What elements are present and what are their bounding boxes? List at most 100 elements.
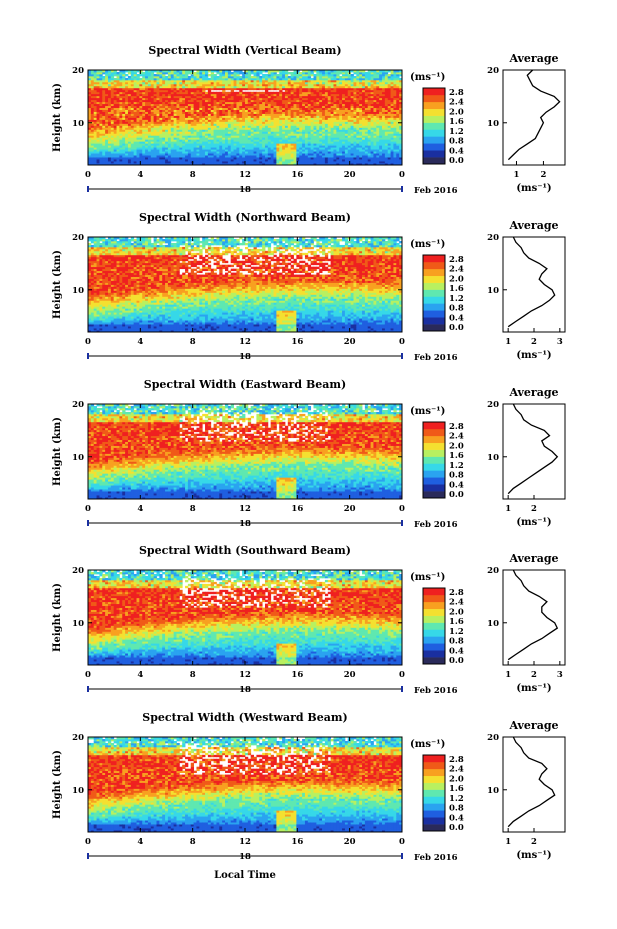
heatmap-cell: [262, 123, 266, 126]
heatmap-cell: [159, 135, 163, 138]
heatmap-cell: [233, 113, 237, 116]
heatmap-cell: [245, 113, 249, 116]
heatmap-cell: [119, 89, 123, 93]
heatmap-cell: [213, 97, 217, 101]
heatmap-cell: [182, 145, 186, 148]
heatmap-cell: [153, 123, 157, 126]
heatmap-cell: [116, 87, 120, 91]
heatmap-cell: [193, 151, 197, 154]
heatmap-cell: [207, 99, 212, 103]
heatmap-cell: [253, 97, 257, 101]
heatmap-cell: [96, 105, 100, 109]
heatmap-cell: [139, 91, 143, 95]
heatmap-cell: [262, 99, 266, 103]
heatmap-cell: [133, 133, 137, 136]
heatmap-cell: [107, 79, 112, 83]
heatmap-cell: [242, 163, 246, 166]
heatmap-cell: [130, 77, 135, 81]
heatmap-cell: [245, 95, 249, 99]
heatmap-cell: [227, 129, 232, 132]
heatmap-cell: [130, 101, 135, 105]
heatmap-cell: [170, 113, 175, 116]
heatmap-cell: [93, 135, 97, 138]
heatmap-cell: [170, 73, 175, 77]
heatmap-cell: [264, 127, 269, 130]
heatmap-cell: [156, 107, 160, 110]
heatmap-cell: [107, 91, 112, 95]
heatmap-cell: [256, 101, 260, 105]
heatmap-cell: [119, 75, 123, 79]
heatmap-cell: [259, 95, 263, 99]
heatmap-cell: [259, 91, 263, 95]
heatmap-cell: [190, 81, 195, 85]
heatmap-cell: [139, 85, 143, 89]
heatmap-cell: [239, 93, 243, 97]
heatmap-cell: [187, 131, 192, 134]
heatmap-cell: [88, 139, 92, 142]
heatmap-cell: [205, 159, 209, 162]
heatmap-cell: [182, 115, 186, 118]
heatmap-cell: [262, 119, 266, 122]
heatmap-cell: [179, 149, 183, 152]
heatmap-cell: [90, 141, 95, 144]
heatmap-cell: [176, 123, 180, 126]
heatmap-cell: [264, 99, 269, 103]
heatmap-cell: [236, 125, 240, 128]
heatmap-cell: [230, 97, 234, 101]
heatmap-cell: [88, 111, 92, 114]
heatmap-cell: [105, 81, 109, 85]
heatmap-cell: [259, 77, 263, 81]
heatmap-cell: [199, 121, 203, 124]
heatmap-cell: [159, 111, 163, 114]
heatmap-cell: [250, 75, 254, 79]
heatmap-cell: [130, 149, 135, 152]
heatmap-cell: [202, 91, 206, 95]
heatmap-cell: [102, 113, 106, 116]
heatmap-cell: [173, 70, 177, 73]
heatmap-cell: [193, 103, 197, 107]
heatmap-cell: [176, 161, 180, 164]
heatmap-cell: [110, 153, 115, 156]
heatmap-cell: [133, 123, 137, 126]
heatmap-cell: [236, 141, 240, 144]
heatmap-cell: [110, 79, 115, 83]
heatmap-cell: [153, 149, 157, 152]
heatmap-cell: [242, 147, 246, 150]
heatmap-cell: [99, 131, 103, 134]
heatmap-cell: [167, 149, 172, 152]
heatmap-cell: [227, 95, 232, 99]
heatmap-cell: [133, 153, 137, 156]
heatmap-cell: [153, 141, 157, 144]
heatmap-cell: [242, 119, 246, 122]
heatmap-cell: [247, 127, 252, 130]
heatmap-cell: [259, 155, 263, 158]
heatmap-cell: [179, 133, 183, 136]
heatmap-cell: [176, 129, 180, 132]
heatmap-cell: [199, 109, 203, 112]
heatmap-cell: [219, 121, 223, 124]
heatmap-cell: [153, 155, 157, 158]
heatmap-cell: [133, 81, 137, 85]
heatmap-cell: [256, 125, 260, 128]
heatmap-cell: [110, 141, 115, 144]
heatmap-cell: [259, 117, 263, 120]
heatmap-cell: [159, 91, 163, 95]
heatmap-cell: [259, 131, 263, 134]
heatmap-cell: [125, 91, 129, 95]
heatmap-cell: [253, 129, 257, 132]
heatmap-cell: [182, 161, 186, 164]
heatmap-cell: [213, 115, 217, 118]
heatmap-cell: [162, 161, 166, 164]
heatmap-cell: [202, 135, 206, 138]
heatmap-cell: [225, 83, 229, 87]
heatmap-cell: [179, 119, 183, 122]
heatmap-cell: [105, 87, 109, 91]
heatmap-cell: [90, 143, 95, 146]
heatmap-cell: [199, 95, 203, 99]
heatmap-cell: [199, 103, 203, 107]
heatmap-cell: [242, 145, 246, 148]
heatmap-cell: [156, 70, 160, 73]
heatmap-cell: [247, 161, 252, 164]
heatmap-cell: [262, 141, 266, 144]
heatmap-cell: [210, 139, 214, 142]
